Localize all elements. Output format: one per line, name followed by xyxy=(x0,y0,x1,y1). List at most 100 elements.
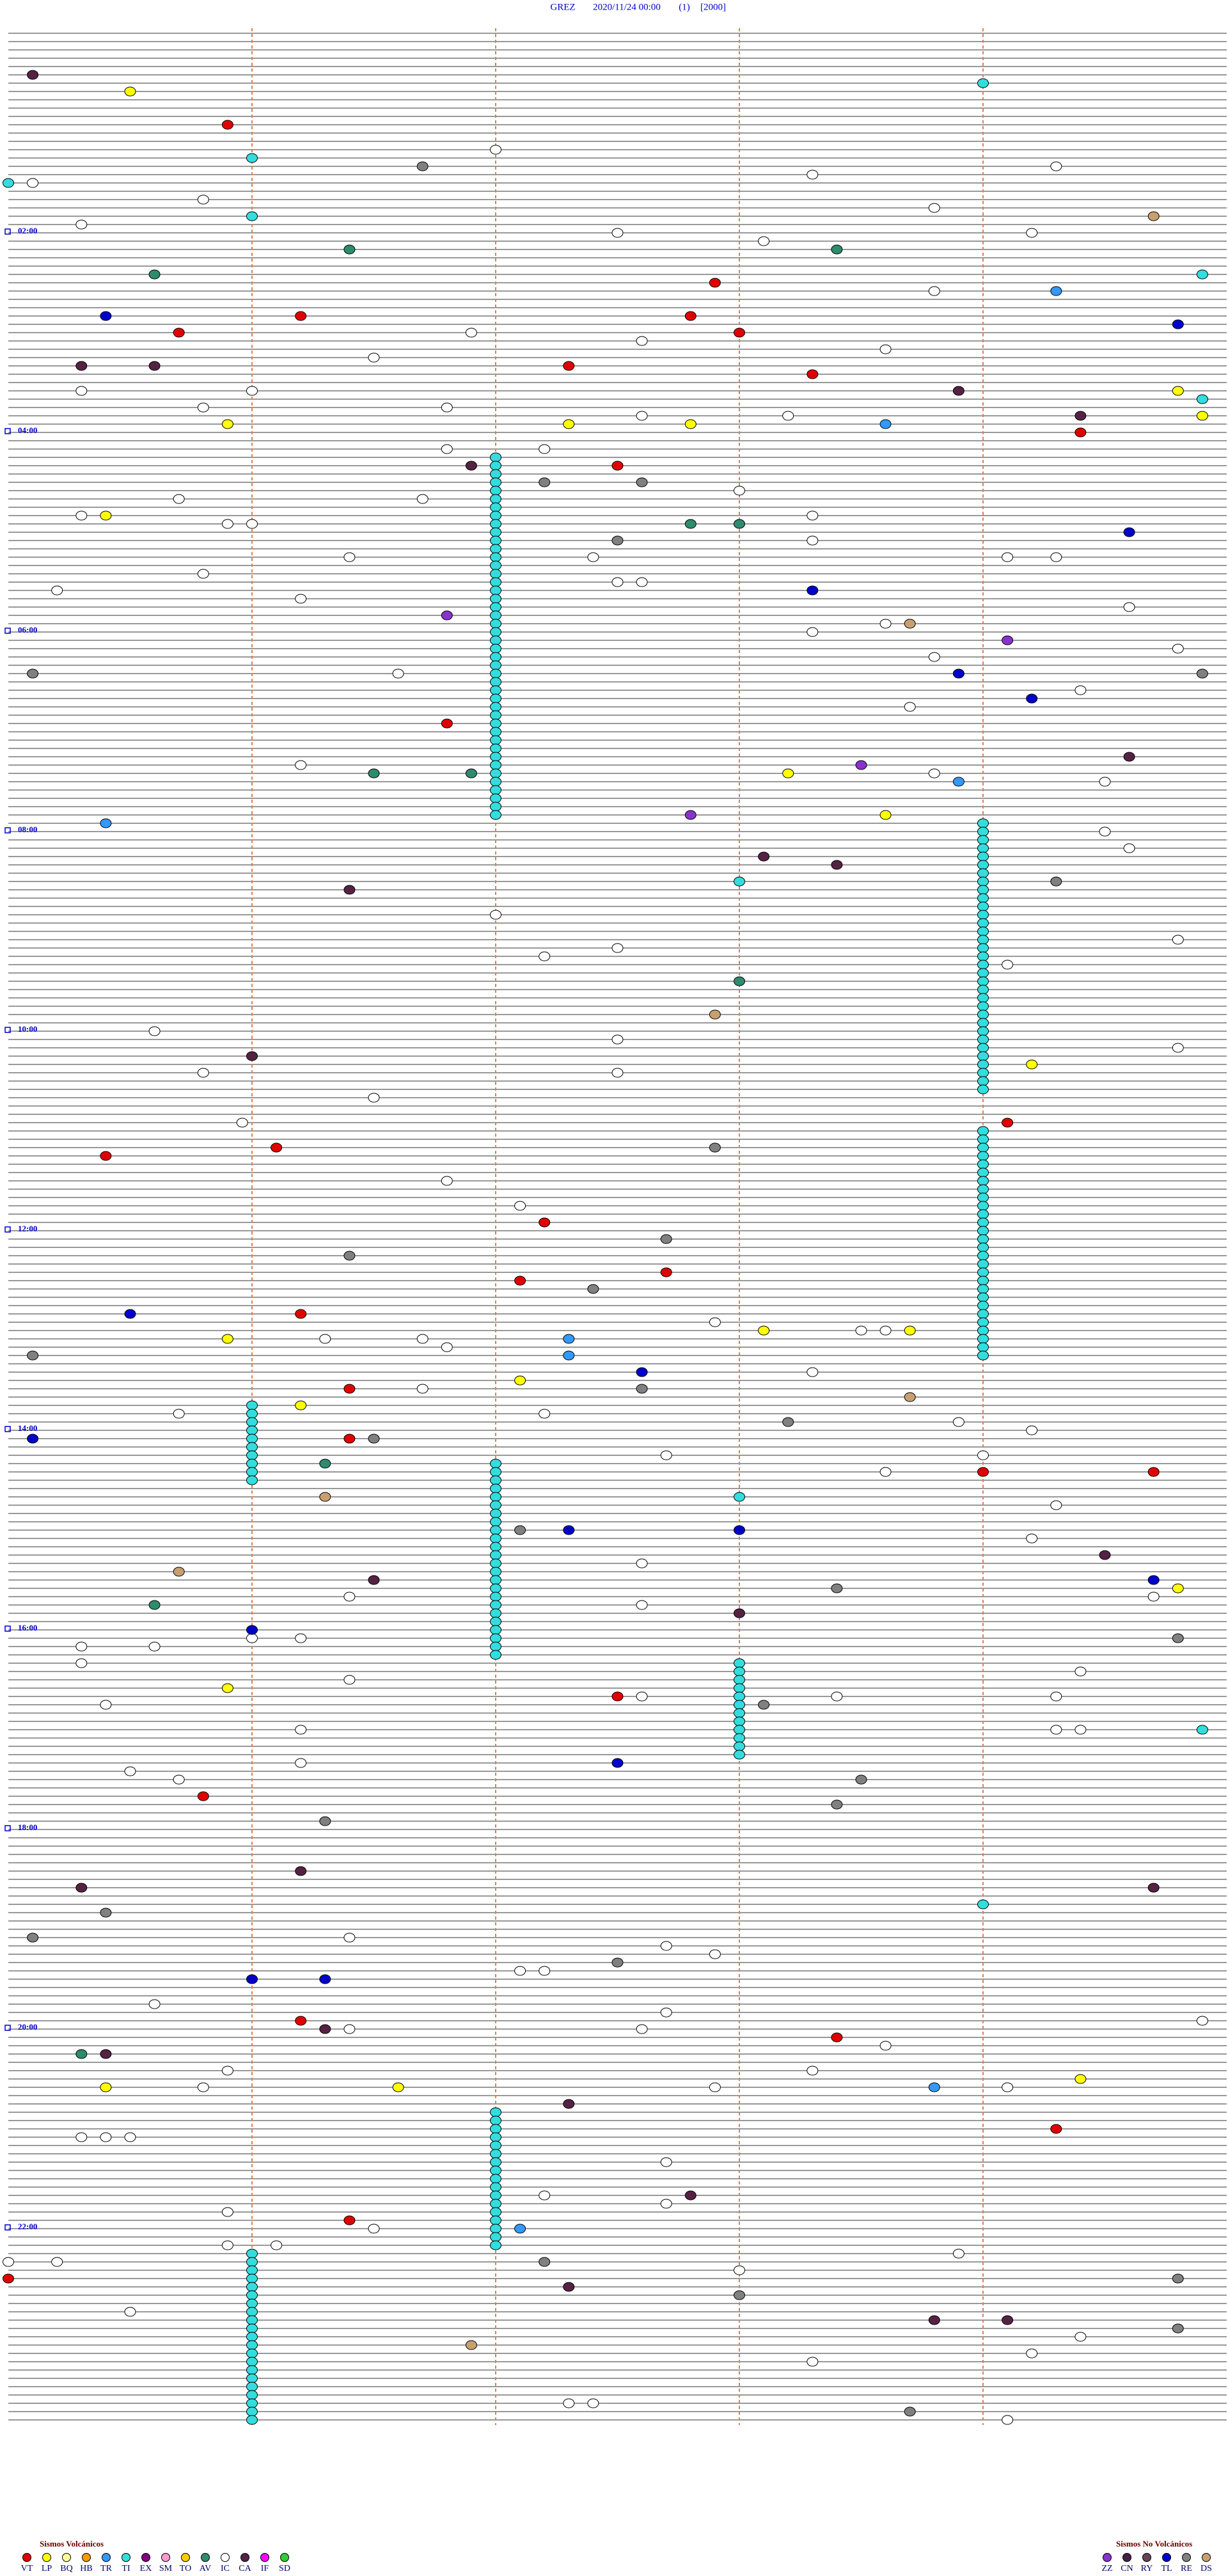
legend-label: SM xyxy=(159,2564,173,2573)
event-marker xyxy=(977,1450,989,1460)
event-marker xyxy=(539,951,551,961)
event-marker xyxy=(441,1176,453,1186)
event-marker xyxy=(928,2082,940,2092)
event-marker xyxy=(1050,2124,1062,2134)
event-marker xyxy=(221,1334,233,1344)
event-marker xyxy=(490,461,501,471)
event-marker xyxy=(977,918,989,928)
event-marker xyxy=(295,311,307,321)
event-marker xyxy=(100,510,112,521)
event-marker xyxy=(904,619,916,629)
event-marker xyxy=(246,2390,258,2400)
event-marker xyxy=(636,1367,648,1377)
event-marker xyxy=(368,1575,380,1585)
event-marker xyxy=(343,1434,356,1444)
event-marker xyxy=(563,419,575,429)
hour-label: 04:00 xyxy=(18,425,37,435)
event-marker xyxy=(465,328,477,338)
event-marker xyxy=(514,1201,526,1211)
event-marker xyxy=(173,328,185,338)
event-marker xyxy=(197,1068,209,1078)
event-marker xyxy=(1123,843,1135,853)
event-marker xyxy=(734,1700,745,1710)
event-marker xyxy=(246,1450,258,1460)
event-marker xyxy=(124,1766,136,1776)
event-marker xyxy=(343,1932,356,1943)
event-marker xyxy=(148,269,161,280)
event-marker xyxy=(977,1226,989,1236)
event-marker xyxy=(246,2415,258,2425)
event-marker xyxy=(343,2024,356,2034)
event-marker xyxy=(221,2207,233,2217)
event-marker xyxy=(758,851,770,862)
event-marker xyxy=(246,2340,258,2350)
event-marker xyxy=(660,2199,672,2209)
event-marker xyxy=(75,2132,88,2142)
event-marker xyxy=(173,494,185,504)
event-marker xyxy=(977,1267,989,1277)
event-marker xyxy=(709,1142,721,1153)
legend-label: CA xyxy=(239,2564,251,2573)
legend-swatch xyxy=(221,2553,230,2562)
event-marker xyxy=(807,2357,819,2367)
event-marker xyxy=(977,951,989,961)
event-marker xyxy=(1196,2016,1208,2026)
event-marker xyxy=(977,984,989,995)
hour-label: 08:00 xyxy=(18,825,37,834)
station: GREZ xyxy=(550,2,575,12)
event-marker xyxy=(977,1259,989,1269)
event-marker xyxy=(611,1691,624,1702)
event-marker xyxy=(831,860,843,870)
event-marker xyxy=(490,1542,501,1552)
event-marker xyxy=(1026,1059,1038,1070)
event-marker xyxy=(587,1284,599,1294)
event-marker xyxy=(636,411,648,421)
event-marker xyxy=(1026,1425,1038,1435)
event-marker xyxy=(75,2049,88,2059)
event-marker xyxy=(246,2307,258,2317)
legend-swatch xyxy=(42,2553,51,2562)
event-marker xyxy=(490,2157,501,2167)
event-marker xyxy=(221,120,233,130)
event-marker xyxy=(734,1608,745,1618)
event-marker xyxy=(734,328,745,338)
event-marker xyxy=(977,1467,989,1477)
hour-bracket xyxy=(4,428,11,434)
event-marker xyxy=(392,2082,404,2092)
event-marker xyxy=(221,519,233,529)
event-marker xyxy=(977,901,989,912)
event-marker xyxy=(1172,319,1184,329)
event-marker xyxy=(684,810,697,820)
event-marker xyxy=(490,2132,501,2142)
event-marker xyxy=(75,361,88,371)
legend-swatch xyxy=(1142,2553,1151,2562)
event-marker xyxy=(392,668,404,679)
event-marker xyxy=(636,477,648,487)
event-marker xyxy=(490,752,501,762)
hour-bracket xyxy=(4,1825,11,1831)
event-marker xyxy=(1002,635,1014,645)
event-marker xyxy=(416,1334,429,1344)
event-marker xyxy=(490,702,501,712)
event-marker xyxy=(734,1716,745,1727)
event-marker xyxy=(977,1034,989,1045)
event-marker xyxy=(246,1425,258,1435)
event-marker xyxy=(490,743,501,754)
event-marker xyxy=(977,1300,989,1311)
legend-swatch xyxy=(1103,2553,1112,2562)
legend-swatch xyxy=(181,2553,190,2562)
event-marker xyxy=(51,2257,63,2267)
event-marker xyxy=(490,1567,501,1577)
event-marker xyxy=(343,2215,356,2225)
event-marker xyxy=(1099,1550,1111,1560)
event-marker xyxy=(977,1009,989,1020)
event-marker xyxy=(977,1167,989,1178)
event-marker xyxy=(271,1142,283,1153)
event-marker xyxy=(611,1957,624,1968)
event-marker xyxy=(490,910,501,920)
event-marker xyxy=(490,727,501,737)
event-marker xyxy=(295,2016,307,2026)
event-marker xyxy=(831,1799,843,1810)
legend-swatch xyxy=(201,2553,210,2562)
event-marker xyxy=(587,552,599,562)
